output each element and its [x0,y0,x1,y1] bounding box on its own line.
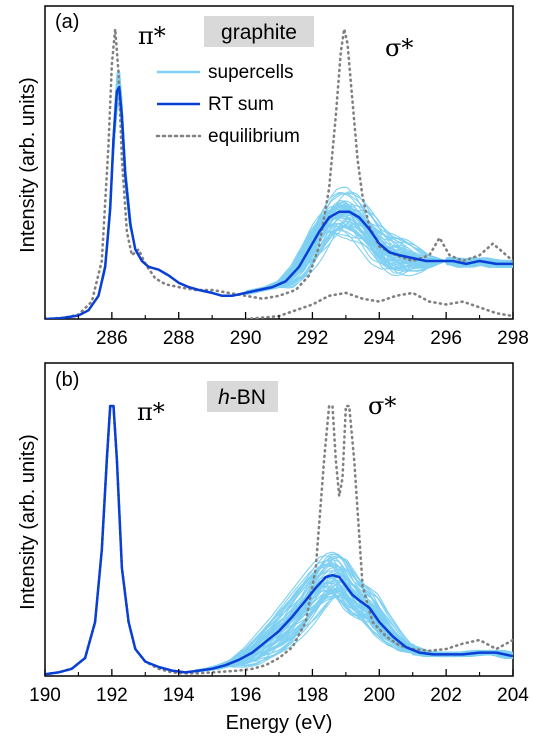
x-tick-label: 194 [163,685,195,706]
x-tick-label: 196 [230,685,262,706]
panel-b: 190 192 194 196 198 200 202 204 (b) π* σ* h-BN … [17,362,529,734]
x-tick-label: 294 [363,328,395,349]
x-tick-label: 204 [497,685,529,706]
rt-sum-line [45,85,513,319]
equilibrium-line [45,404,513,676]
equilibrium-line [45,28,513,319]
panel-b-curves [45,404,513,676]
x-tick-label: 198 [297,685,329,706]
x-tick-label: 298 [497,328,529,349]
panel-a-x-ticks: 286 288 290 292 294 296 298 [44,312,529,349]
panel-b-sigma-label: σ* [368,392,396,420]
panel-b-material-tag: h-BN [218,386,266,409]
panel-a-frame [44,5,514,320]
legend-label-equilibrium: equilibrium [208,126,300,147]
panel-b-material-italic: h [218,386,230,409]
x-tick-label: 190 [29,685,61,706]
equilibrium-line [244,291,513,319]
panel-b-pi-label: π* [137,398,165,426]
panel-a: 286 288 290 292 294 296 298 (a) π* σ* graphite… [17,5,529,349]
panel-b-x-ticks: 190 192 194 196 198 200 202 204 [29,669,529,706]
panel-a-pi-label: π* [138,22,166,50]
panel-a-label: (a) [55,11,79,33]
panel-a-curves [45,28,513,319]
legend-label-supercells: supercells [208,62,294,83]
x-tick-label: 200 [363,685,395,706]
x-tick-label: 202 [430,685,462,706]
panel-b-label: (b) [55,369,79,391]
x-tick-label: 296 [430,328,462,349]
plot-area [45,404,513,676]
x-tick-label: 288 [163,328,195,349]
panel-a-material-tag-bg [204,16,314,47]
x-tick-label: 292 [297,328,329,349]
panel-b-material-rest: -BN [230,386,266,409]
panel-b-material-tag-bg [207,381,278,412]
x-tick-label: 290 [230,328,262,349]
x-axis-title: Energy (eV) [226,712,333,734]
legend-label-rt-sum: RT sum [208,94,274,115]
panel-a-y-axis-title: Intensity (arb. units) [17,77,39,253]
plot-area [45,28,513,319]
panel-a-material-tag: graphite [221,21,297,44]
panel-b-y-axis-title: Intensity (arb. units) [17,434,39,610]
x-tick-label: 286 [96,328,128,349]
rt-sum-line [45,404,513,676]
legend: supercells RT sum equilibrium [155,62,300,147]
panel-a-sigma-label: σ* [385,34,413,62]
x-tick-label: 192 [96,685,128,706]
